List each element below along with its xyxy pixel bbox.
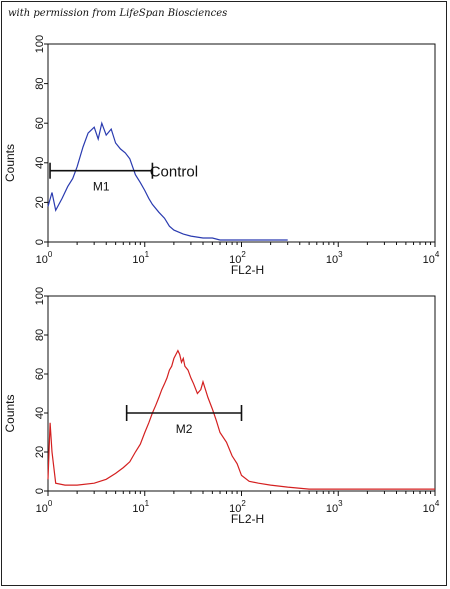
y-tick-label: 0 (34, 488, 46, 494)
x-tick-label: 104 (423, 250, 440, 266)
x-tick-label: 103 (326, 250, 343, 266)
y-tick-label: 40 (34, 407, 46, 419)
x-axis-title: FL2-H (231, 512, 264, 526)
y-tick-label: 100 (34, 287, 46, 305)
y-tick-label: 60 (34, 117, 46, 129)
y-tick-label: 0 (34, 239, 46, 245)
y-tick-label: 100 (34, 35, 46, 53)
marker-label: M1 (93, 180, 110, 194)
y-tick-label: 20 (34, 196, 46, 208)
y-axis-title: Counts (3, 394, 17, 432)
x-tick-label: 101 (132, 250, 149, 266)
x-tick-label: 101 (132, 499, 149, 515)
credit-text: with permission from LifeSpan Bioscience… (8, 8, 228, 19)
y-tick-label: 60 (34, 368, 46, 380)
y-tick-label: 20 (34, 446, 46, 458)
marker-label: M2 (176, 422, 193, 436)
histogram-series-1 (47, 349, 435, 490)
histogram-series-1 (47, 121, 288, 241)
y-tick-label: 40 (34, 157, 46, 169)
annotation-label: Control (150, 164, 198, 181)
x-tick-label: 103 (326, 499, 343, 515)
plot-area (47, 43, 436, 243)
x-axis-title: FL2-H (231, 263, 264, 277)
x-tick-label: 100 (36, 499, 53, 515)
y-axis-title: Counts (3, 144, 17, 182)
y-tick-label: 80 (34, 329, 46, 341)
plot-area (47, 295, 436, 492)
y-tick-label: 80 (34, 77, 46, 89)
x-tick-label: 104 (423, 499, 440, 515)
x-tick-label: 100 (36, 250, 53, 266)
